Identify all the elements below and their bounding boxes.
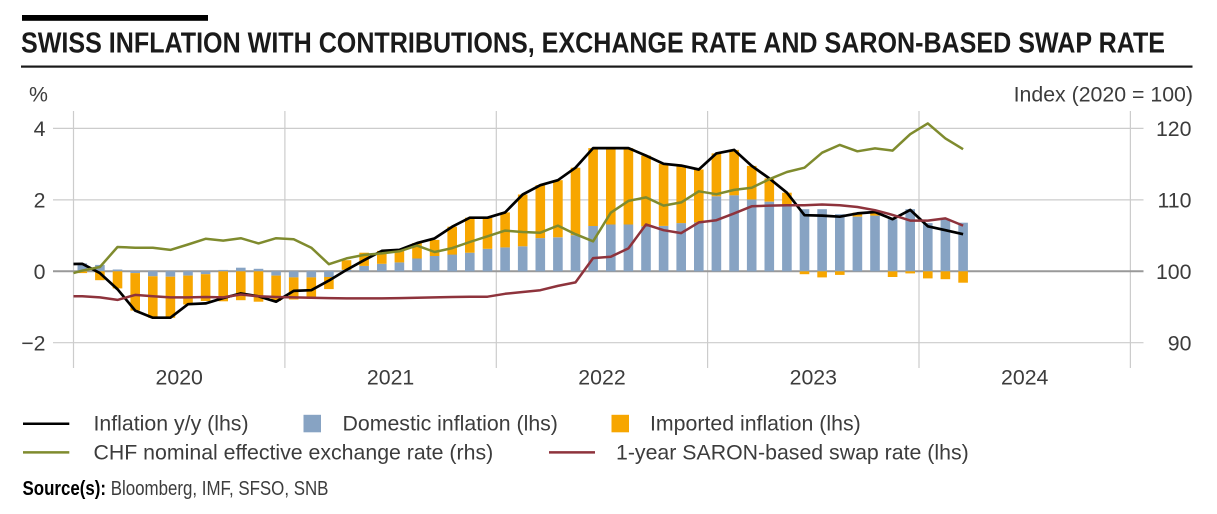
svg-text:100: 100 — [1156, 260, 1192, 284]
svg-text:2021: 2021 — [367, 366, 414, 390]
svg-text:0: 0 — [34, 260, 46, 284]
svg-text:SWISS INFLATION WITH CONTRIBUT: SWISS INFLATION WITH CONTRIBUTIONS, EXCH… — [21, 26, 1165, 59]
svg-text:Imported inflation (lhs): Imported inflation (lhs) — [650, 412, 861, 436]
svg-text:120: 120 — [1156, 117, 1192, 141]
svg-text:2023: 2023 — [790, 366, 837, 390]
svg-text:2024: 2024 — [1001, 366, 1049, 390]
svg-text:4: 4 — [34, 117, 46, 141]
svg-text:2020: 2020 — [156, 366, 204, 390]
svg-text:90: 90 — [1168, 331, 1192, 355]
svg-text:2022: 2022 — [578, 366, 625, 390]
svg-text:%: % — [29, 83, 48, 107]
svg-text:Source(s): Bloomberg, IMF, SFS: Source(s): Bloomberg, IMF, SFSO, SNB — [23, 476, 329, 499]
svg-text:1-year SARON-based swap rate (: 1-year SARON-based swap rate (lhs) — [616, 440, 969, 464]
svg-text:Domestic inflation (lhs): Domestic inflation (lhs) — [343, 412, 558, 436]
svg-text:CHF nominal effective exchange: CHF nominal effective exchange rate (rhs… — [94, 440, 494, 464]
svg-text:Index (2020 = 100): Index (2020 = 100) — [1014, 83, 1193, 107]
svg-text:−2: −2 — [21, 331, 45, 355]
svg-text:2: 2 — [34, 189, 46, 213]
svg-text:110: 110 — [1158, 189, 1192, 213]
svg-text:Inflation y/y (lhs): Inflation y/y (lhs) — [94, 412, 249, 436]
